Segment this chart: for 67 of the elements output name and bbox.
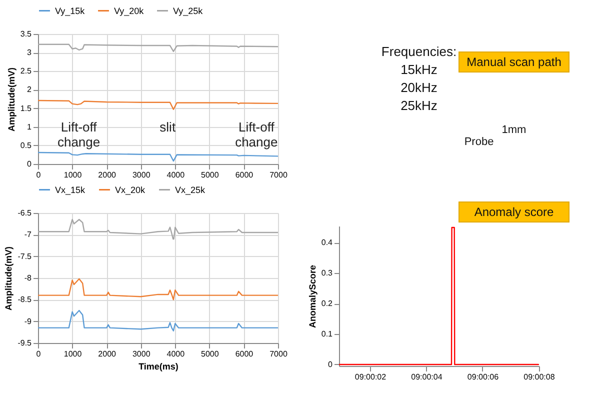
legend-label: Vx_20k (115, 184, 146, 195)
x-tick-label: 09:00:04 (411, 372, 443, 382)
annotation: slit (160, 120, 176, 135)
text: 1mm (502, 124, 526, 136)
y-tick-label: 0.4 (321, 238, 334, 248)
text: 20kHz (400, 80, 438, 95)
y-tick-label: 2.5 (20, 66, 32, 76)
annotation: Lift-off change (57, 120, 100, 150)
x-tick-label: 6000 (235, 170, 254, 180)
x-tick-label: 1000 (64, 350, 82, 358)
legend-label: Vx_15k (55, 184, 86, 195)
y-tick-label: 0 (27, 160, 32, 168)
text: Frequencies: (381, 44, 457, 59)
text: 15kHz (400, 62, 438, 77)
y-tick-label: 0.2 (321, 299, 334, 308)
legend-label: Vx_25k (175, 184, 206, 195)
legend-label: Vy_15k (55, 6, 86, 16)
line-series (38, 152, 278, 162)
line-series (38, 310, 278, 332)
x-tick-label: 5000 (201, 170, 220, 180)
x-tick-label: 7000 (270, 170, 288, 180)
annotation: Lift-off change (235, 120, 278, 150)
y-tick-label: -9.5 (18, 338, 32, 348)
y-tick-label: 3 (27, 48, 32, 58)
line-series (38, 100, 278, 110)
line-series (38, 218, 278, 240)
y-tick-label: -8 (24, 274, 32, 282)
x-tick-label: 5000 (201, 350, 220, 358)
y-tick-label: -6.5 (18, 208, 32, 218)
legend-label: Vy_20k (114, 6, 144, 16)
x-tick-label: 09:00:08 (524, 372, 556, 382)
y-tick-label: -7 (24, 230, 32, 240)
y-tick-label: 1 (27, 122, 32, 132)
y-tick-label: 0.5 (20, 140, 32, 150)
text: Anomaly score (474, 205, 554, 219)
y-tick-label: 0.1 (321, 330, 334, 339)
y-tick-label: 1.5 (20, 104, 32, 113)
x-tick-label: 2000 (98, 170, 117, 180)
x-tick-label: 0 (36, 350, 42, 358)
x-tick-label: 4000 (166, 170, 186, 180)
legend-label: Vy_25k (173, 6, 204, 16)
text: Manual scan path (466, 55, 562, 69)
x-tick-label: 3000 (132, 170, 151, 180)
x-tick-label: 09:00:06 (467, 372, 500, 382)
y-axis-title: Amplitude(mV) (4, 246, 14, 310)
x-tick-label: 0 (36, 170, 42, 180)
text: 25kHz (400, 98, 438, 113)
y-axis-title: AnomalyScore (307, 264, 318, 328)
y-tick-label: -8.5 (18, 295, 32, 304)
x-tick-label: 09:00:02 (354, 372, 387, 382)
y-tick-label: -7.5 (18, 252, 32, 261)
y-tick-label: -9 (24, 316, 32, 326)
x-tick-label: 3000 (132, 350, 151, 358)
y-tick-label: 0 (328, 360, 334, 369)
y-tick-label: 0.3 (321, 268, 334, 278)
y-axis-title: Amplitude(mV) (6, 68, 16, 132)
x-axis-title: Time(ms) (138, 362, 178, 372)
y-tick-label: 2 (27, 85, 32, 94)
x-tick-label: 4000 (166, 350, 186, 358)
y-tick-label: 3.5 (20, 30, 32, 38)
x-tick-label: 7000 (270, 350, 288, 358)
text: Probe (464, 136, 494, 148)
x-tick-label: 6000 (235, 350, 254, 358)
line-series (38, 278, 278, 300)
line-series (38, 44, 278, 52)
x-tick-label: 2000 (98, 350, 117, 358)
x-tick-label: 1000 (64, 170, 82, 180)
